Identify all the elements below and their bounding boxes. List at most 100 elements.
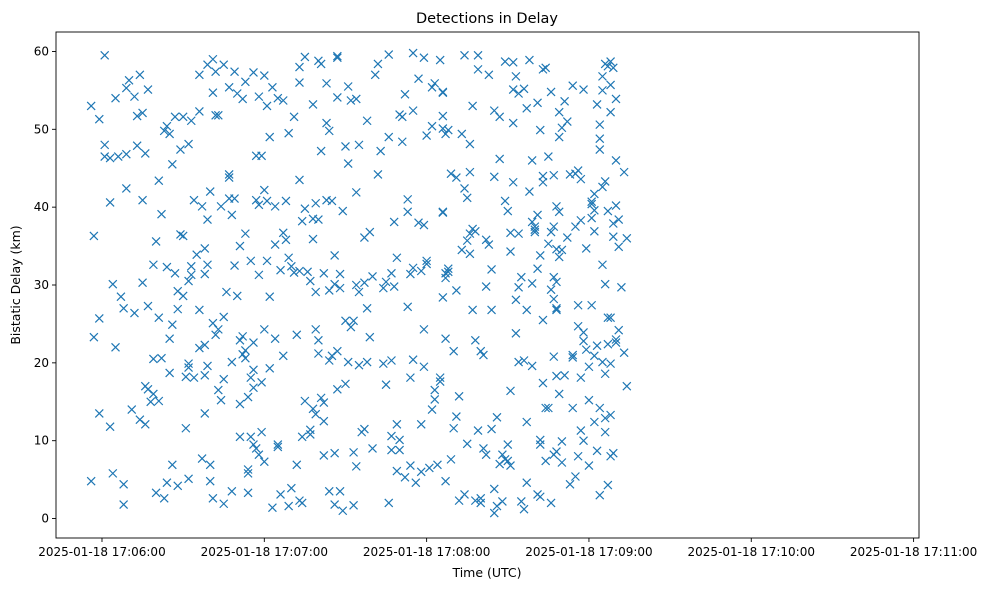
data-point-marker [422,256,432,266]
data-point-marker [446,454,456,464]
data-point-marker [522,478,532,488]
data-point-marker [167,159,177,169]
data-point-marker [165,334,175,344]
data-point-marker [335,269,345,279]
data-point-marker [265,292,275,302]
data-point-marker [622,381,632,391]
data-point-marker [338,206,348,216]
data-point-marker [270,201,280,211]
data-point-marker [341,379,350,389]
data-point-marker [430,78,440,88]
data-point-marker [587,213,597,223]
data-point-marker [173,481,183,491]
data-point-marker [111,342,120,352]
data-point-marker [289,112,299,122]
data-point-marker [468,305,478,315]
data-point-marker [240,353,250,363]
data-point-marker [481,235,491,245]
data-point-marker [257,377,267,387]
data-point-marker [608,63,618,73]
data-point-marker [341,142,350,151]
data-point-marker [300,52,310,62]
data-point-marker [365,332,375,342]
data-point-marker [351,280,361,290]
data-point-marker [349,500,359,510]
data-point-marker [549,272,559,282]
data-point-marker [362,303,372,313]
data-point-marker [387,268,396,278]
data-point-marker [273,93,283,103]
data-point-marker [316,393,326,403]
data-point-marker [424,463,434,473]
data-point-marker [598,71,607,81]
data-point-marker [100,50,110,60]
data-point-marker [200,370,210,380]
data-point-marker [438,124,448,133]
data-point-marker [276,265,285,275]
data-point-marker [308,99,318,109]
data-point-marker [89,231,99,241]
x-tick-label: 2025-01-18 17:10:00 [688,545,815,559]
data-point-marker [441,476,450,486]
data-point-marker [146,397,156,407]
data-point-marker [313,215,323,225]
data-point-marker [484,240,494,249]
data-points [86,48,632,518]
data-point-marker [165,368,175,378]
data-point-marker [235,399,245,409]
data-point-marker [419,324,429,334]
data-point-marker [462,236,472,246]
data-point-marker [178,291,188,301]
chart-title: Detections in Delay [416,11,558,27]
data-point-marker [552,303,561,313]
data-point-marker [138,195,147,205]
data-point-marker [438,111,448,121]
data-point-marker [489,508,499,518]
data-point-marker [259,71,269,81]
data-point-marker [611,156,621,165]
data-point-marker [216,201,226,211]
data-point-marker [525,187,534,197]
data-point-marker [606,80,616,90]
data-point-marker [94,409,104,418]
data-point-marker [411,478,421,488]
data-point-marker [430,395,440,404]
data-point-marker [606,57,616,67]
data-point-marker [584,362,594,372]
data-point-marker [473,426,483,435]
data-point-marker [249,338,258,348]
data-point-marker [522,417,532,427]
data-point-marker [543,152,553,161]
data-point-marker [492,412,502,422]
data-point-marker [262,256,272,266]
data-point-marker [387,431,396,441]
data-point-marker [546,285,556,295]
data-point-marker [281,235,291,245]
data-point-marker [343,82,353,91]
data-point-marker [108,468,118,478]
data-point-marker [219,312,229,322]
data-point-marker [311,409,321,419]
data-point-marker [138,108,147,118]
data-point-marker [327,196,337,206]
data-point-marker [265,363,275,373]
data-point-marker [130,92,139,102]
data-point-marker [587,300,597,310]
data-point-marker [289,268,299,277]
data-point-marker [443,264,453,274]
data-point-marker [438,293,448,302]
data-point-marker [295,266,304,276]
data-point-marker [622,233,632,243]
data-point-marker [359,424,369,434]
data-point-marker [216,395,226,405]
data-point-marker [189,373,199,383]
data-point-marker [408,48,418,58]
data-point-marker [600,413,610,423]
data-point-marker [603,206,613,216]
data-point-marker [200,409,210,418]
data-point-marker [200,340,210,350]
data-point-marker [522,103,532,113]
data-point-marker [281,196,291,206]
data-point-marker [552,277,561,287]
data-point-marker [219,374,229,384]
